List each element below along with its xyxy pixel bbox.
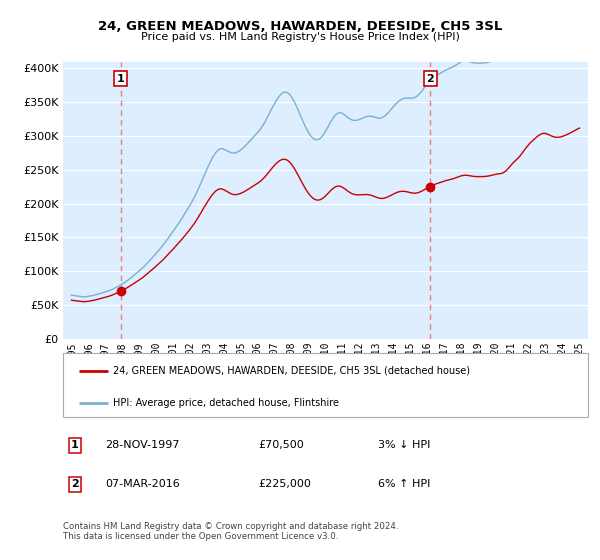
Text: HPI: Average price, detached house, Flintshire: HPI: Average price, detached house, Flin… [113,398,339,408]
Text: 2: 2 [71,479,79,489]
Text: 24, GREEN MEADOWS, HAWARDEN, DEESIDE, CH5 3SL (detached house): 24, GREEN MEADOWS, HAWARDEN, DEESIDE, CH… [113,366,470,376]
Text: Price paid vs. HM Land Registry's House Price Index (HPI): Price paid vs. HM Land Registry's House … [140,32,460,43]
Text: 1: 1 [117,73,125,83]
FancyBboxPatch shape [63,353,588,417]
Text: 24, GREEN MEADOWS, HAWARDEN, DEESIDE, CH5 3SL: 24, GREEN MEADOWS, HAWARDEN, DEESIDE, CH… [98,20,502,32]
Text: 28-NOV-1997: 28-NOV-1997 [105,440,179,450]
Text: £225,000: £225,000 [258,479,311,489]
Text: 07-MAR-2016: 07-MAR-2016 [105,479,180,489]
Text: £70,500: £70,500 [258,440,304,450]
Text: Contains HM Land Registry data © Crown copyright and database right 2024.
This d: Contains HM Land Registry data © Crown c… [63,522,398,542]
Text: 1: 1 [71,440,79,450]
Text: 3% ↓ HPI: 3% ↓ HPI [378,440,430,450]
Text: 6% ↑ HPI: 6% ↑ HPI [378,479,430,489]
Text: 2: 2 [426,73,434,83]
